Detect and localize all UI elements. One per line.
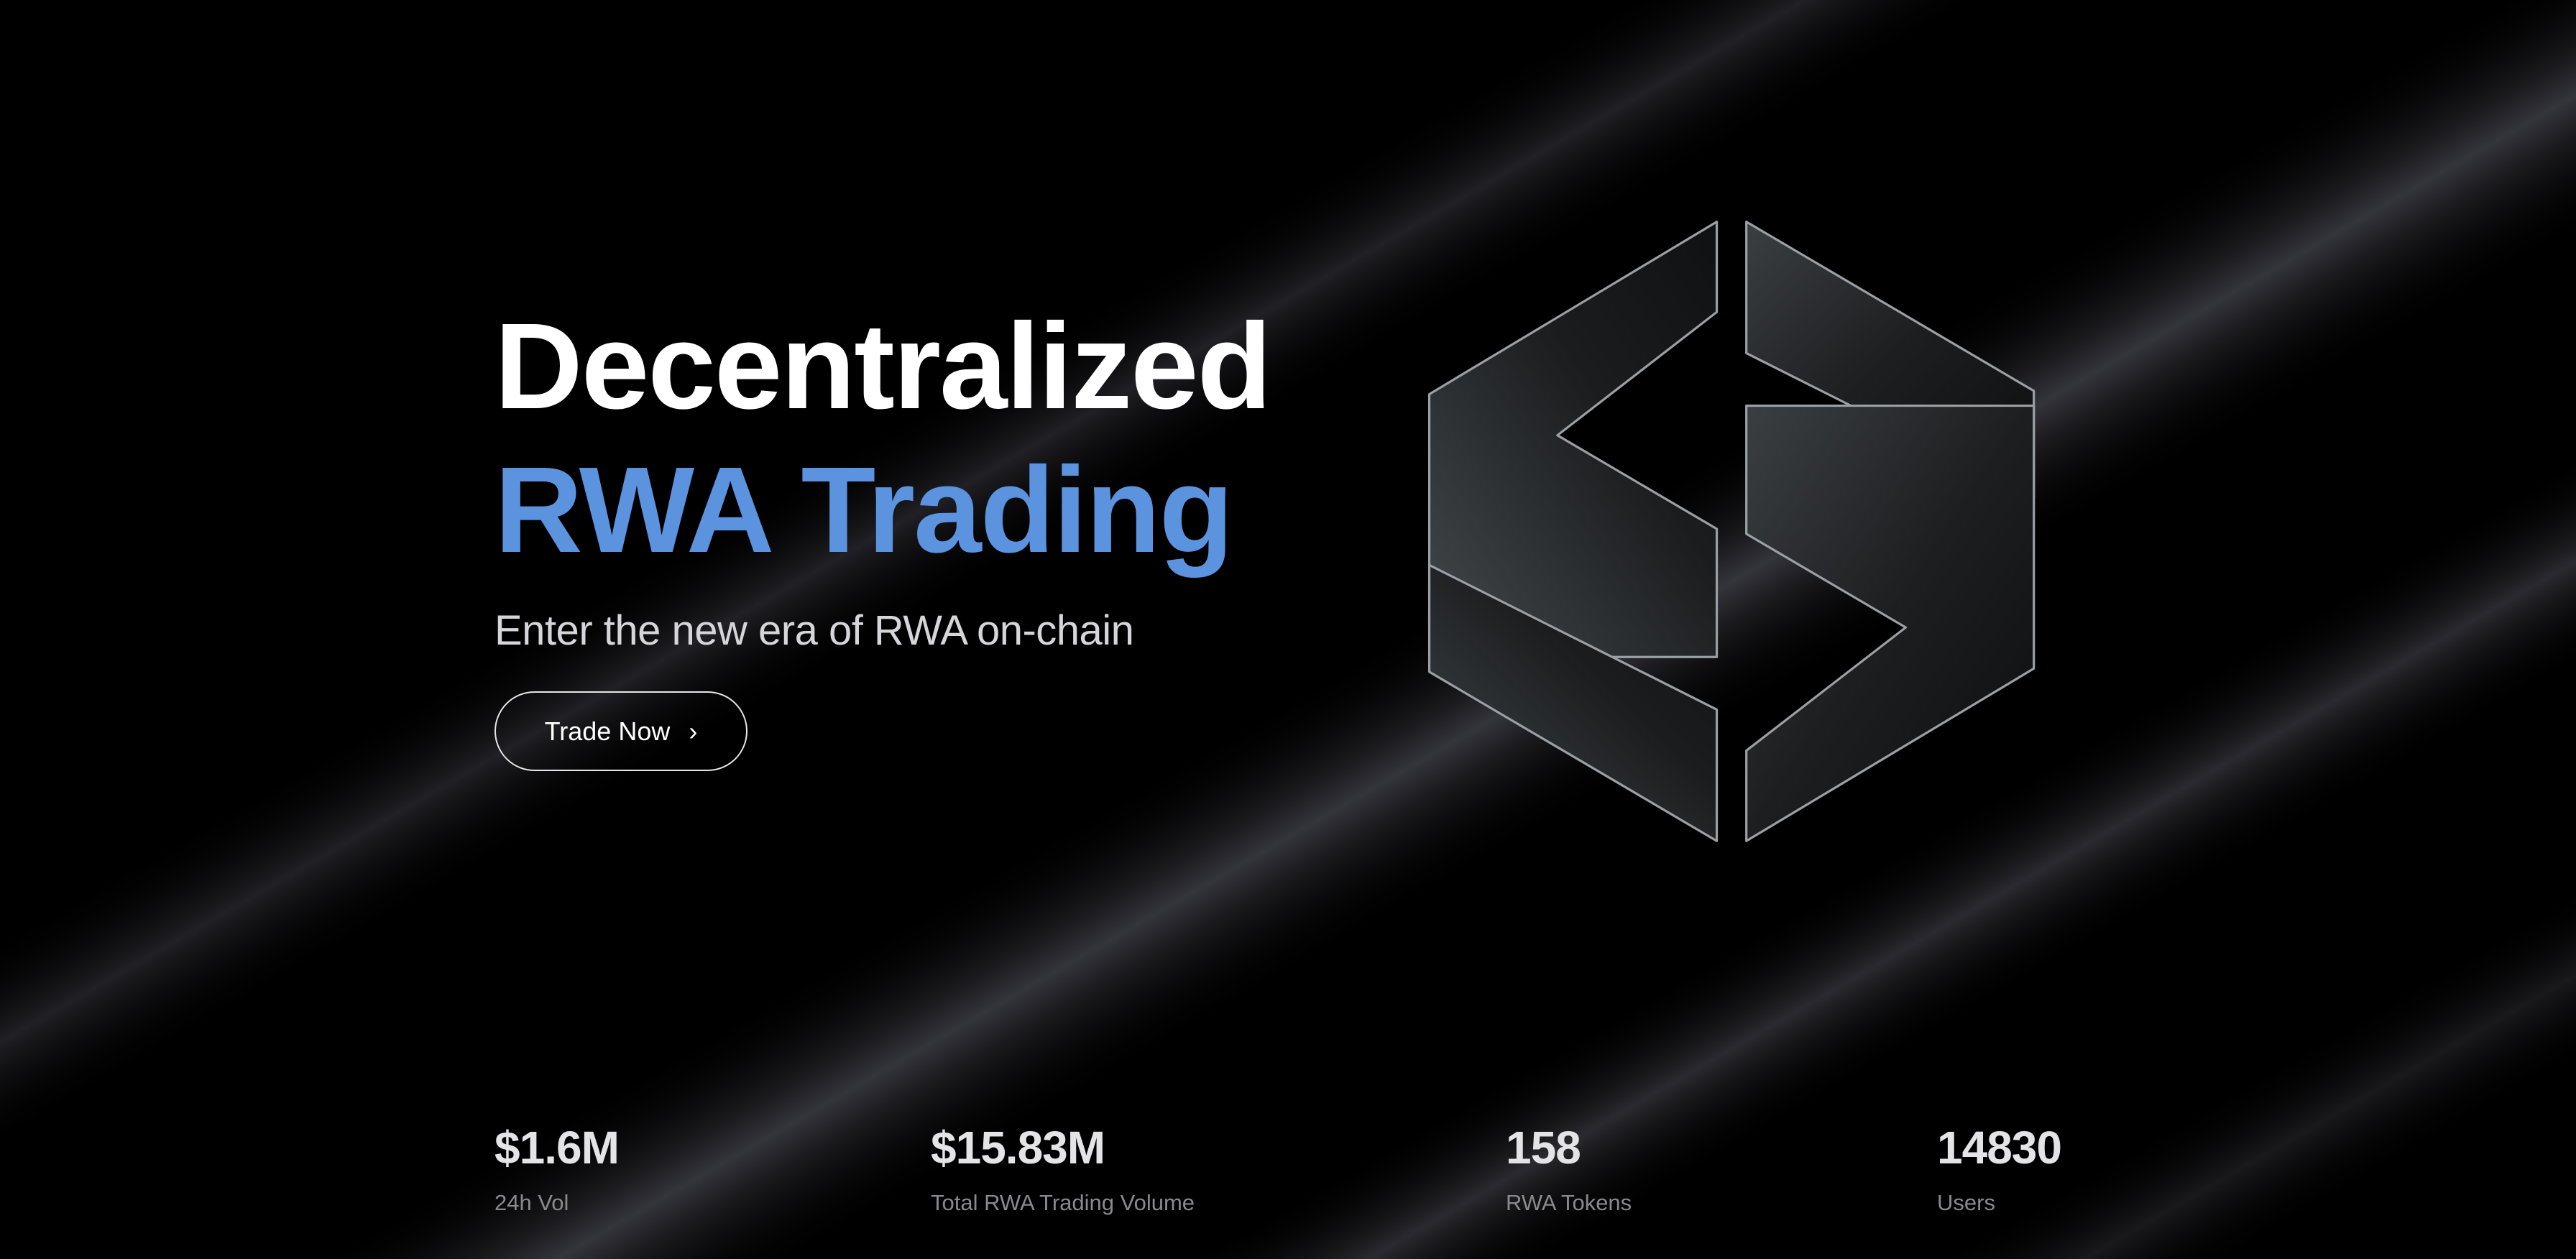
trade-now-button[interactable]: Trade Now › [494, 691, 748, 771]
light-beam [0, 0, 1993, 1150]
stat-users: 14830 Users [1937, 1121, 2062, 1216]
trade-now-label: Trade Now [544, 716, 671, 746]
light-beam [1928, 885, 2576, 1259]
stat-label: RWA Tokens [1506, 1190, 1632, 1215]
hero-title-line2: RWA Trading [494, 442, 1233, 578]
chevron-right-icon: › [689, 716, 698, 746]
hero-subtitle: Enter the new era of RWA on-chain [494, 607, 1134, 654]
light-beam [1181, 454, 2576, 1259]
stat-total-volume: $15.83M Total RWA Trading Volume [931, 1121, 1195, 1216]
stat-value: 158 [1506, 1122, 1581, 1173]
stat-label: Users [1937, 1190, 1995, 1215]
stat-value: $15.83M [931, 1122, 1105, 1173]
stat-rwa-tokens: 158 RWA Tokens [1506, 1121, 1632, 1216]
stat-24h-vol: $1.6M 24h Vol [494, 1121, 620, 1216]
hero: Decentralized RWA Trading Enter the new … [494, 295, 1271, 655]
stat-label: Total RWA Trading Volume [931, 1190, 1195, 1215]
stat-value: $1.6M [494, 1122, 620, 1173]
stat-value: 14830 [1937, 1122, 2062, 1173]
hero-title-line1: Decentralized [494, 298, 1271, 435]
stat-label: 24h Vol [494, 1190, 569, 1215]
logo-icon [1427, 220, 2036, 842]
